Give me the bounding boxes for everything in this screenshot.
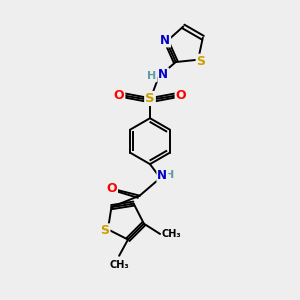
Text: S: S bbox=[100, 224, 109, 237]
Text: O: O bbox=[106, 182, 117, 195]
Text: CH₃: CH₃ bbox=[161, 229, 181, 239]
Text: O: O bbox=[176, 89, 186, 102]
Text: H: H bbox=[147, 71, 156, 81]
Text: H: H bbox=[164, 170, 174, 180]
Text: CH₃: CH₃ bbox=[109, 260, 129, 270]
Text: N: N bbox=[158, 68, 168, 81]
Text: S: S bbox=[196, 55, 206, 68]
Text: S: S bbox=[145, 92, 155, 105]
Text: N: N bbox=[160, 34, 170, 46]
Text: N: N bbox=[158, 169, 167, 182]
Text: O: O bbox=[114, 89, 124, 102]
